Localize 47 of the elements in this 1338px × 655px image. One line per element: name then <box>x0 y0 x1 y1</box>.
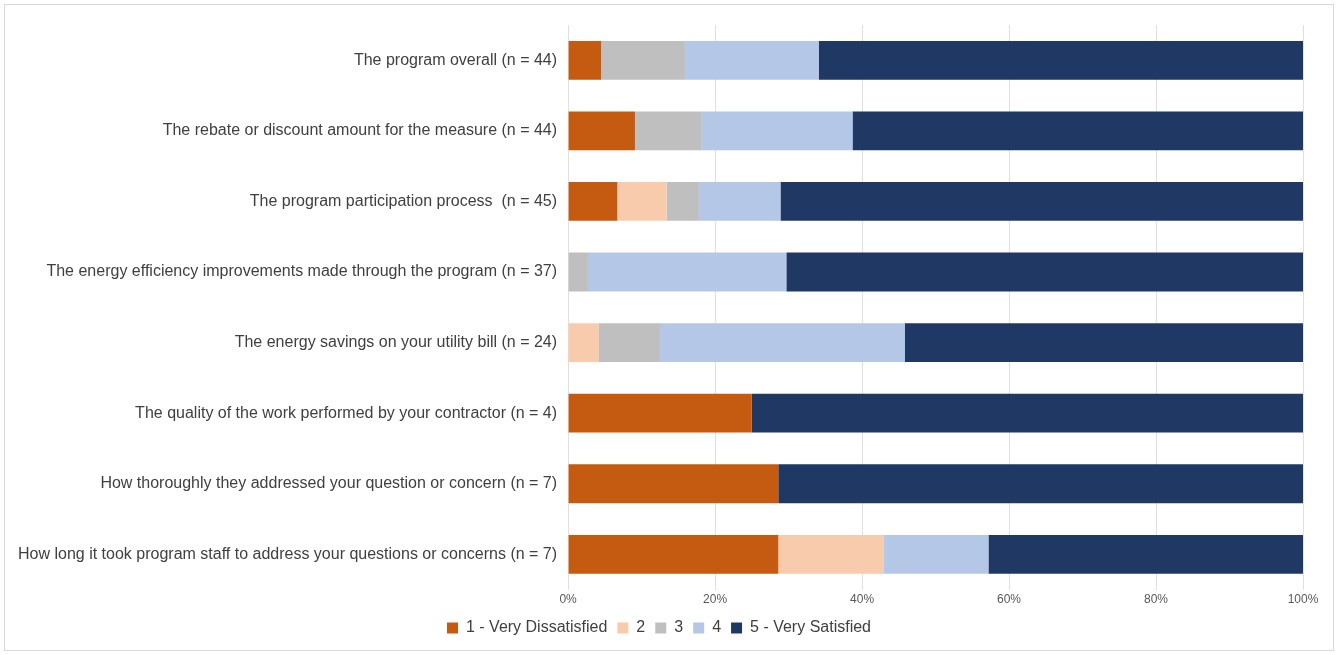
x-tick-label: 0% <box>559 592 578 607</box>
y-tick-label: The rebate or discount amount for the measure (n = 44) <box>162 121 558 139</box>
x-tick-label: 80% <box>1144 592 1169 607</box>
bar <box>568 393 752 433</box>
bar <box>818 40 1303 80</box>
bar <box>778 464 1303 504</box>
y-tick-label: How long it took program staff to address your questions or concerns (n = 7) <box>17 544 558 562</box>
x-tick-label: 20% <box>703 592 728 607</box>
bar <box>883 534 989 574</box>
bar <box>634 111 702 151</box>
y-tick-label: The program overall (n = 44) <box>353 50 558 68</box>
bar <box>568 40 602 80</box>
legend-label: 1 - Very Dissatisfied <box>465 618 608 636</box>
y-tick-label: The energy efficiency improvements made through the program (n = 37) <box>46 262 558 280</box>
bar <box>568 111 635 151</box>
bar <box>659 323 905 362</box>
bar <box>684 40 819 80</box>
bar <box>568 182 618 221</box>
bar <box>778 534 884 574</box>
bar <box>568 323 599 362</box>
y-tick-label: The quality of the work performed by your contractor (n = 4) <box>135 403 558 421</box>
y-tick-label: How thoroughly they addressed your question or concern (n = 7) <box>100 474 558 492</box>
bar <box>617 182 667 221</box>
bar <box>568 464 779 504</box>
y-tick-label: The energy savings on your utility bill (n = 24) <box>234 332 558 350</box>
legend-label: 5 - Very Satisfied <box>750 618 872 636</box>
bar <box>904 323 1303 362</box>
bar <box>568 252 588 292</box>
bar <box>988 534 1303 574</box>
bar <box>698 182 781 221</box>
x-tick-label: 40% <box>850 592 875 607</box>
bar <box>587 252 787 292</box>
legend-label: 2 <box>636 618 646 636</box>
bar <box>568 534 779 574</box>
x-tick-label: 60% <box>997 592 1022 607</box>
bar <box>780 182 1303 221</box>
y-tick-label: The program participation process (n = 45) <box>249 191 558 209</box>
bar <box>598 323 660 362</box>
bar <box>666 182 699 221</box>
legend-label: 4 <box>712 618 722 636</box>
legend-label: 3 <box>674 618 684 636</box>
bar <box>852 111 1303 151</box>
bar <box>786 252 1303 292</box>
bar <box>601 40 685 80</box>
x-tick-label: 100% <box>1287 592 1319 607</box>
bar <box>751 393 1303 433</box>
bar <box>701 111 853 151</box>
